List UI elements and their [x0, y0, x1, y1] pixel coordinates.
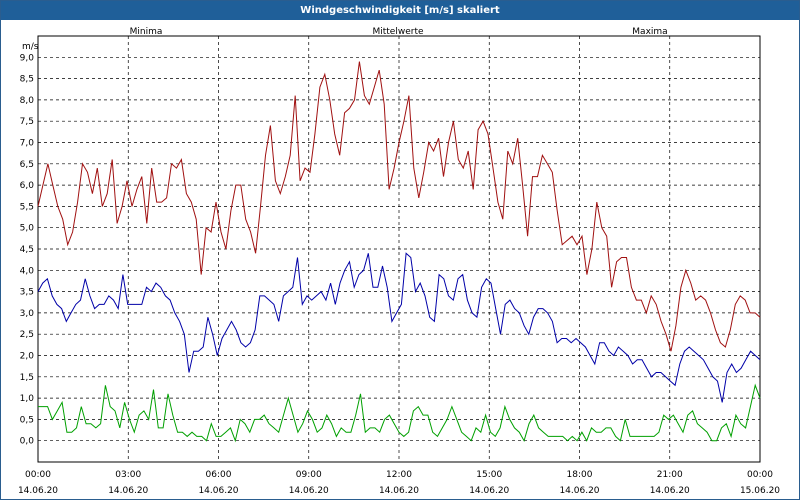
x-tick-date: 15.06.20 — [740, 486, 780, 496]
x-tick-time: 12:00 — [386, 470, 412, 480]
y-tick-label: 4,0 — [20, 266, 35, 276]
x-tick-date: 14.06.20 — [559, 486, 599, 496]
y-tick-label: 2,5 — [20, 330, 34, 340]
y-tick-label: 2,0 — [20, 352, 35, 362]
y-tick-label: 6,0 — [20, 181, 35, 191]
x-tick-time: 15:00 — [476, 470, 502, 480]
series-line-minima — [38, 383, 761, 443]
window-title: Windgeschwindigkeit [m/s] skaliert — [1, 1, 799, 20]
y-tick-label: 8,5 — [20, 75, 34, 85]
y-tick-label: 7,0 — [20, 139, 35, 149]
y-tick-label: 5,0 — [20, 224, 35, 234]
y-tick-label: 8,0 — [20, 96, 35, 106]
x-axis: 00:00 14.06.20 03:00 14.06.20 06:00 14.06.20 0… — [18, 470, 780, 496]
legend: Minima Mittelwerte Maxima — [130, 27, 668, 37]
x-tick-date: 14.06.20 — [289, 486, 329, 496]
x-tick-date: 14.06.20 — [650, 486, 690, 496]
series-line-maxima — [37, 61, 761, 352]
y-tick-label: 0,0 — [20, 437, 35, 447]
legend-minima: Minima — [130, 27, 163, 37]
series-lines — [37, 61, 761, 443]
x-tick-date: 14.06.20 — [108, 486, 148, 496]
x-tick-time: 09:00 — [296, 470, 322, 480]
x-tick-time: 18:00 — [567, 470, 593, 480]
y-tick-label: 1,5 — [20, 373, 34, 383]
x-tick-date: 14.06.20 — [469, 486, 509, 496]
x-tick-time: 06:00 — [206, 470, 232, 480]
x-tick-date: 14.06.20 — [18, 486, 58, 496]
series-line-mittelwerte — [37, 252, 761, 403]
y-tick-label: 0,5 — [20, 415, 34, 425]
x-tick-time: 00:00 — [747, 470, 773, 480]
x-tick-date: 14.06.20 — [379, 486, 419, 496]
y-tick-label: 3,0 — [20, 309, 35, 319]
x-tick-time: 00:00 — [25, 470, 51, 480]
legend-maxima: Maxima — [632, 27, 667, 37]
x-tick-time: 21:00 — [657, 470, 683, 480]
grid-lines — [38, 36, 760, 462]
y-tick-label: 9,0 — [20, 53, 35, 63]
y-tick-label: 6,5 — [20, 160, 34, 170]
y-tick-label: 5,5 — [20, 202, 34, 212]
x-tick-time: 03:00 — [115, 470, 141, 480]
y-tick-label: 4,5 — [20, 245, 34, 255]
y-tick-label: 3,5 — [20, 288, 34, 298]
y-tick-label: 7,5 — [20, 117, 34, 127]
legend-mittelwerte: Mittelwerte — [372, 27, 423, 37]
y-axis: m/s 0,0 0,5 1,0 1,5 2,0 2,5 3,0 3,5 4,0 4,5 5,0 5,5… — [20, 42, 39, 447]
x-tick-date: 14.06.20 — [198, 486, 238, 496]
y-tick-label: 1,0 — [20, 394, 35, 404]
y-unit-label: m/s — [22, 42, 39, 52]
